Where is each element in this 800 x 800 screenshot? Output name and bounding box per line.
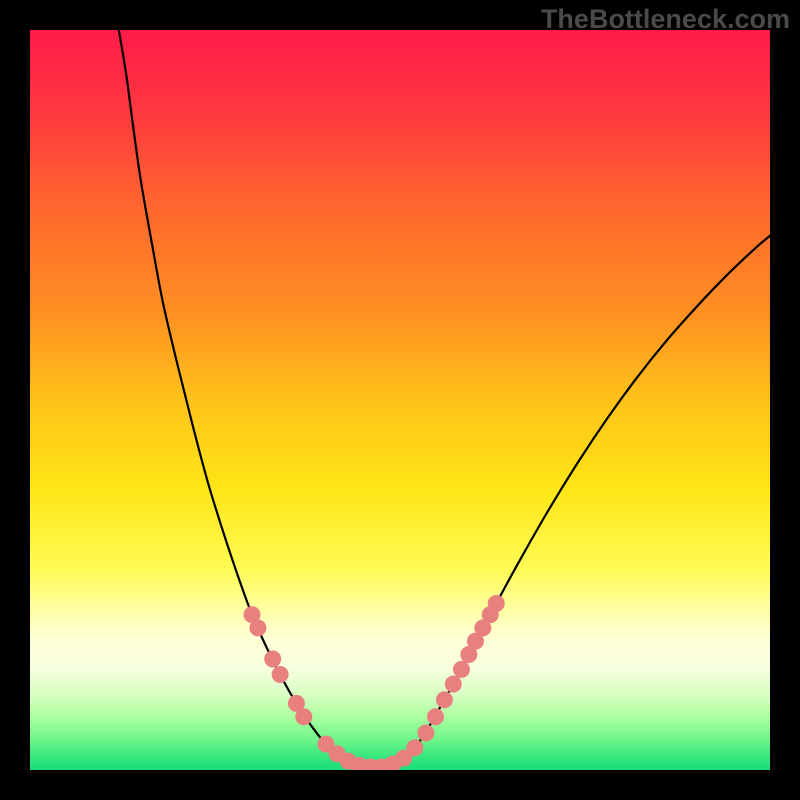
data-marker — [249, 619, 266, 636]
data-marker — [417, 725, 434, 742]
data-marker — [406, 739, 423, 756]
chart-container: TheBottleneck.com — [0, 0, 800, 800]
data-marker — [295, 708, 312, 725]
watermark-text: TheBottleneck.com — [541, 4, 790, 35]
data-marker — [445, 676, 462, 693]
data-marker — [272, 666, 289, 683]
data-marker — [488, 595, 505, 612]
data-marker — [264, 651, 281, 668]
plot-background — [30, 30, 770, 770]
data-marker — [436, 691, 453, 708]
chart-svg — [0, 0, 800, 800]
data-marker — [453, 661, 470, 678]
data-marker — [427, 708, 444, 725]
